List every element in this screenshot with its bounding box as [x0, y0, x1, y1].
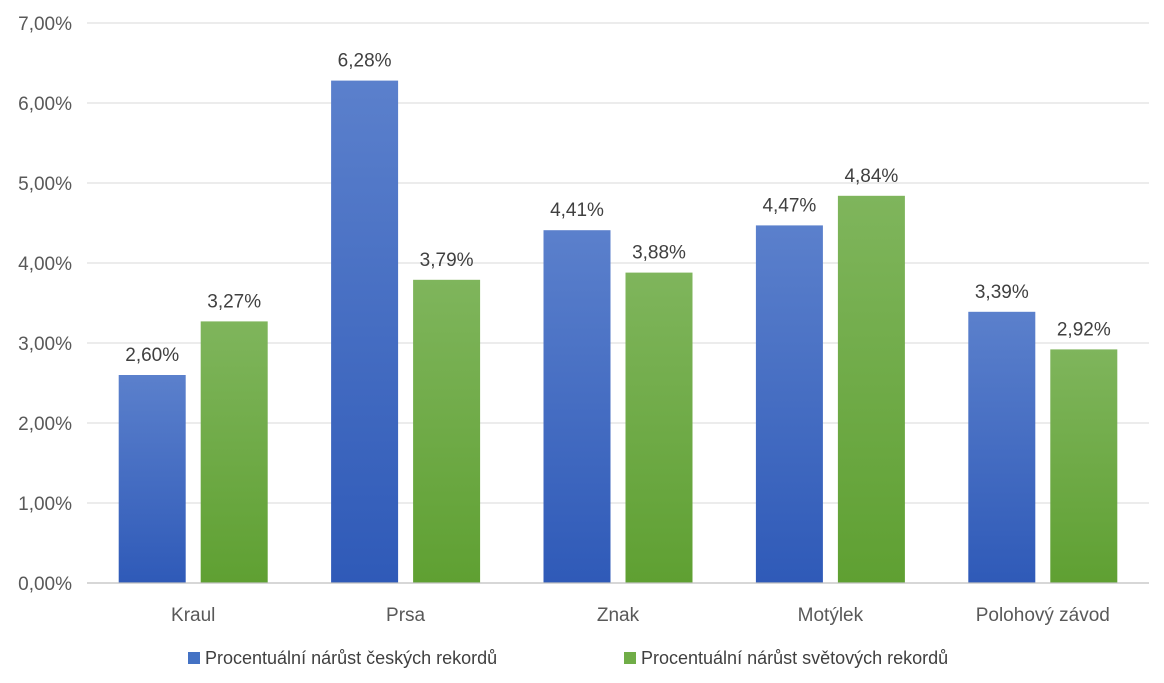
- bar-world-1: [413, 279, 481, 583]
- legend-label-world: Procentuální nárůst světových rekordů: [641, 648, 948, 668]
- bar-world-0: [200, 321, 268, 583]
- data-label: 4,84%: [844, 166, 898, 187]
- bars: [118, 80, 1118, 584]
- y-tick-label: 4,00%: [18, 254, 72, 275]
- x-category-label: Motýlek: [798, 605, 864, 626]
- y-tick-label: 1,00%: [18, 494, 72, 515]
- y-tick-label: 2,00%: [18, 414, 72, 435]
- bar-czech-0: [118, 375, 186, 583]
- y-tick-label: 7,00%: [18, 14, 72, 35]
- data-labels: 2,60% 3,27% 6,28% 3,79% 4,41% 3,88% 4,47% 4,84%…: [125, 51, 1111, 366]
- x-category-label: Znak: [597, 605, 640, 626]
- bar-czech-3: [755, 225, 823, 583]
- x-category-label: Polohový závod: [976, 605, 1110, 626]
- legend: Procentuální nárůst českých rekordů Proce…: [188, 648, 948, 668]
- bar-world-3: [837, 195, 905, 584]
- data-label: 4,41%: [550, 200, 604, 221]
- bar-czech-4: [968, 311, 1036, 583]
- data-label: 2,92%: [1057, 319, 1111, 340]
- y-tick-label: 6,00%: [18, 94, 72, 115]
- data-label: 2,60%: [125, 345, 179, 366]
- bar-czech-1: [331, 80, 399, 583]
- bar-czech-2: [543, 230, 611, 583]
- data-label: 4,47%: [762, 195, 816, 216]
- bar-world-4: [1050, 349, 1118, 583]
- y-tick-label: 0,00%: [18, 574, 72, 595]
- y-axis-tick-labels: 0,00% 1,00% 2,00% 3,00% 4,00% 5,00% 6,00% 7,00%: [18, 14, 72, 595]
- bar-world-2: [625, 272, 693, 583]
- legend-swatch-czech: [188, 652, 200, 664]
- data-label: 3,79%: [420, 250, 474, 271]
- y-tick-label: 3,00%: [18, 334, 72, 355]
- data-label: 3,88%: [632, 243, 686, 264]
- x-category-label: Kraul: [171, 605, 215, 626]
- legend-label-czech: Procentuální nárůst českých rekordů: [205, 648, 497, 668]
- data-label: 6,28%: [338, 51, 392, 72]
- x-axis-category-labels: Kraul Prsa Znak Motýlek Polohový závod: [171, 605, 1110, 626]
- data-label: 3,27%: [207, 291, 261, 312]
- y-tick-label: 5,00%: [18, 174, 72, 195]
- legend-swatch-world: [624, 652, 636, 664]
- x-category-label: Prsa: [386, 605, 426, 626]
- data-label: 3,39%: [975, 282, 1029, 303]
